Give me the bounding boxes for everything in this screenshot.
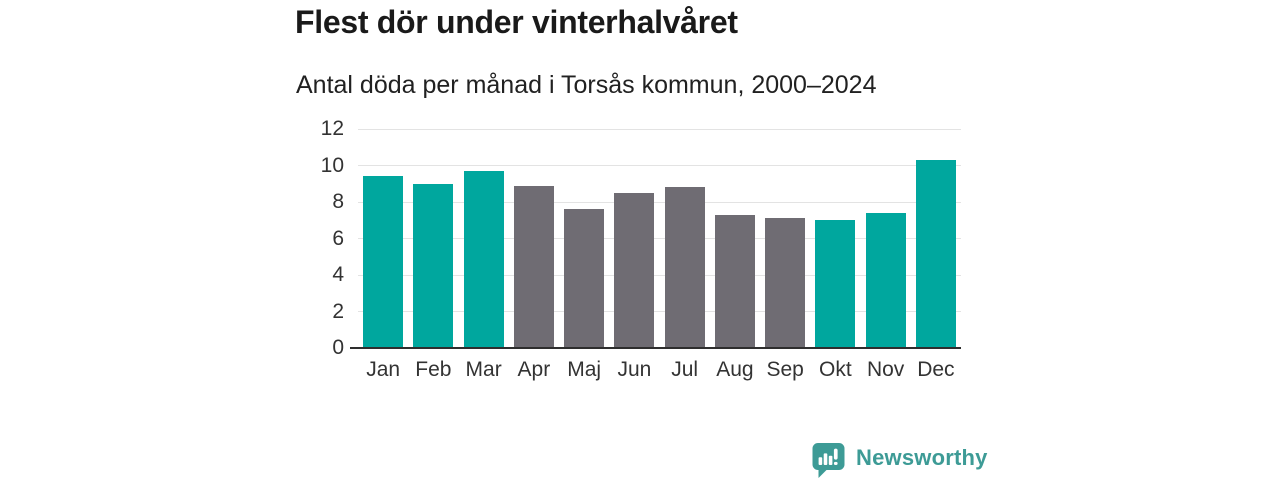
brand: Newsworthy	[810, 441, 988, 478]
x-tick-label-dec: Dec	[917, 358, 955, 381]
bar-jul	[664, 187, 705, 348]
y-tick-label-0: 0	[332, 336, 344, 359]
bar-feb	[413, 183, 454, 348]
chart-subtitle: Antal döda per månad i Torsås kommun, 20…	[296, 71, 877, 99]
gridline-8	[358, 201, 961, 203]
bar-slot-sep	[760, 129, 810, 348]
plot-area: 0 2 4 6 8 10 12	[321, 117, 961, 359]
bar-okt	[815, 220, 856, 348]
bar-dec	[915, 160, 956, 348]
x-tick-label-jun: Jun	[617, 358, 652, 381]
x-axis-labels: Jan Feb Mar Apr Maj Jun Jul Aug Sep Okt Nov Dec	[358, 356, 961, 384]
x-tick-label-sep: Sep	[766, 358, 804, 381]
bars	[358, 129, 961, 348]
bar-aug	[714, 214, 755, 348]
bar-maj	[564, 209, 605, 348]
x-tick-label-maj: Maj	[567, 358, 602, 381]
x-tick-label-okt: Okt	[819, 358, 852, 381]
x-tick-label-feb: Feb	[415, 358, 452, 381]
bar-jun	[614, 192, 655, 348]
bar-slot-jan	[358, 129, 408, 348]
bar-apr	[513, 185, 554, 348]
x-axis-line	[350, 347, 961, 349]
bar-nov	[865, 212, 906, 348]
x-tick-label-jul: Jul	[671, 358, 699, 381]
bar-sep	[765, 218, 806, 348]
y-tick-label-8: 8	[332, 190, 344, 213]
gridline-2	[358, 311, 961, 312]
bar-jan	[363, 176, 404, 348]
bar-slot-apr	[509, 129, 559, 348]
x-tick-label-apr: Apr	[517, 358, 551, 381]
bar-slot-aug	[710, 129, 760, 348]
y-tick-label-4: 4	[332, 263, 344, 286]
bar-mar	[463, 170, 504, 348]
x-tick-label-jan: Jan	[366, 358, 401, 381]
bar-slot-feb	[408, 129, 458, 348]
x-tick-label-nov: Nov	[866, 358, 905, 381]
y-tick-label-2: 2	[332, 299, 344, 323]
gridline-4	[358, 274, 961, 276]
bar-slot-nov	[861, 129, 911, 348]
bar-slot-jun	[609, 129, 659, 348]
bar-slot-jul	[660, 129, 710, 348]
brand-name: Newsworthy	[856, 445, 988, 470]
bar-slot-mar	[459, 129, 509, 348]
gridline-12	[358, 128, 961, 130]
x-tick-label-mar: Mar	[465, 358, 502, 381]
chart-title: Flest dör under vinterhalvåret	[295, 4, 738, 40]
x-tick-label-aug: Aug	[716, 358, 754, 381]
gridline-10	[358, 165, 961, 166]
bar-slot-okt	[810, 129, 860, 348]
newsworthy-logo-icon	[812, 443, 845, 478]
y-tick-label-6: 6	[332, 226, 344, 250]
bar-slot-dec	[911, 129, 961, 348]
y-tick-label-10: 10	[320, 153, 344, 177]
bar-slot-maj	[559, 129, 609, 348]
y-tick-label-12: 12	[320, 117, 344, 140]
gridline-6	[358, 238, 961, 239]
